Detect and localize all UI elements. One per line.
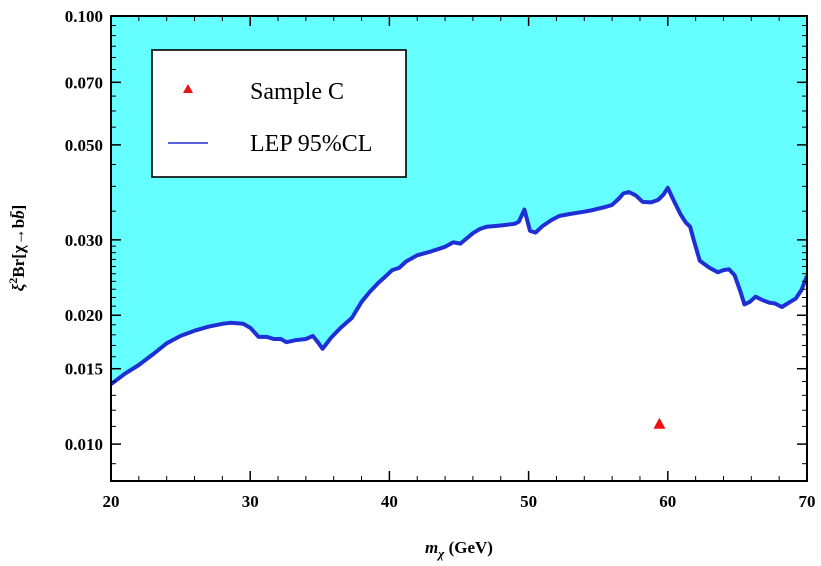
legend-marker-sample-c	[183, 84, 193, 93]
y-tick-label: 0.010	[65, 435, 103, 454]
x-tick-label: 30	[242, 492, 259, 511]
y-tick-label: 0.100	[65, 7, 103, 26]
x-tick-label: 40	[381, 492, 398, 511]
x-tick-label: 50	[520, 492, 537, 511]
legend-box	[151, 49, 407, 178]
y-tick-label: 0.015	[65, 360, 103, 379]
legend: Sample C LEP 95%CL	[151, 49, 407, 178]
legend-label-lep: LEP 95%CL	[250, 131, 372, 157]
y-tick-label: 0.020	[65, 306, 103, 325]
y-tick-label: 0.030	[65, 231, 103, 250]
sample-c-marker	[653, 417, 666, 429]
x-tick-labels: 20 30 40 50 60 70	[103, 492, 816, 511]
x-axis-label: mχ (GeV)	[425, 538, 493, 561]
y-tick-label: 0.070	[65, 73, 103, 92]
plot-frame	[110, 15, 808, 482]
legend-label-sample-c: Sample C	[250, 79, 344, 105]
x-tick-label: 70	[799, 492, 816, 511]
y-tick-label: 0.050	[65, 136, 103, 155]
x-tick-label: 60	[659, 492, 676, 511]
x-tick-label: 20	[103, 492, 120, 511]
y-axis-label: ξ2Br[χ→bb̄]	[6, 205, 28, 292]
lep-95cl-line	[111, 185, 807, 386]
y-tick-labels: 0.010 0.015 0.020 0.030 0.050 0.070 0.100	[65, 7, 103, 454]
